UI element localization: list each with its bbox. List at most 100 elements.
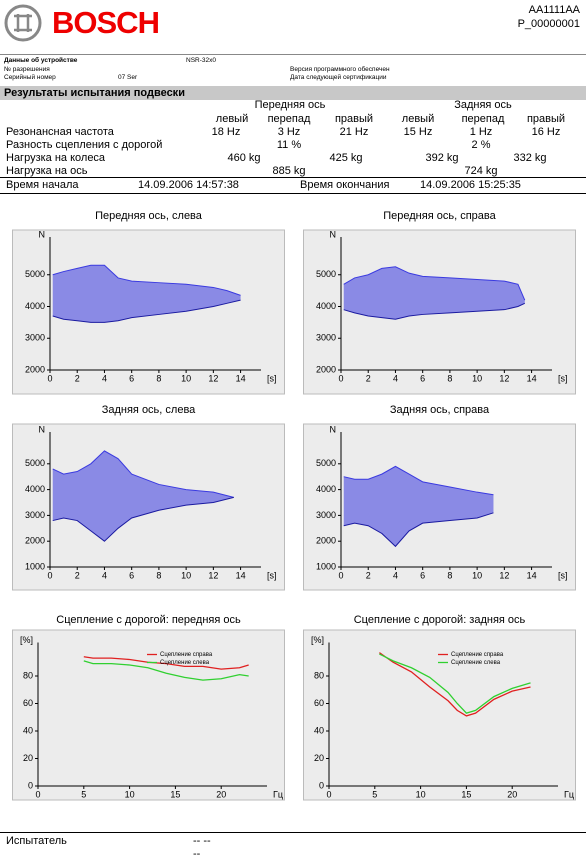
- x-tick-label: 20: [216, 789, 226, 799]
- adhesion-line: [379, 652, 531, 717]
- y-tick-label: 1000: [25, 561, 45, 571]
- x-tick-label: 0: [47, 373, 52, 383]
- legend-label: Сцепление справа: [451, 652, 504, 658]
- chart: Задняя ось, слева 1000 2000 3000 4000 5000 0 2 4…: [12, 404, 285, 591]
- y-tick-label: 0: [319, 780, 324, 790]
- footer-label: Испытатель: [6, 835, 67, 847]
- chart: Сцепление с дорогой: задняя ось 0 20 40 60 80…: [303, 614, 576, 801]
- x-tick-label: 0: [338, 570, 343, 580]
- row-label: Нагрузка на колеса: [6, 152, 106, 164]
- y-tick-label: 0: [28, 780, 33, 790]
- x-tick-label: 15: [461, 789, 471, 799]
- x-axis-label: Гц: [273, 789, 283, 799]
- x-tick-label: 2: [366, 373, 371, 383]
- x-tick-label: 4: [393, 373, 398, 383]
- y-tick-label: 4000: [25, 484, 45, 494]
- plot-panel: [303, 629, 576, 801]
- x-tick-label: 14: [236, 570, 246, 580]
- x-tick-label: 8: [447, 570, 452, 580]
- signal-band: [343, 466, 494, 547]
- x-tick-label: 8: [156, 373, 161, 383]
- cert-label: Дата следующей сертификации: [290, 74, 387, 81]
- row-label: Нагрузка на ось: [6, 165, 88, 177]
- y-tick-label: 2000: [25, 364, 45, 374]
- y-tick-label: 40: [23, 725, 33, 735]
- x-axis-label: [s]: [558, 373, 568, 383]
- y-axis-label: [%]: [311, 635, 324, 645]
- x-tick-label: 4: [102, 373, 107, 383]
- legend-label: Сцепление слева: [160, 660, 210, 666]
- x-tick-label: 14: [527, 570, 537, 580]
- x-tick-label: 0: [35, 789, 40, 799]
- chart-title: Передняя ось, справа: [383, 210, 496, 222]
- x-tick-label: 6: [129, 570, 134, 580]
- y-tick-label: 80: [23, 670, 33, 680]
- column-header: левый: [401, 113, 435, 125]
- y-axis-label: N: [39, 424, 46, 434]
- cell: 332 kg: [513, 152, 547, 164]
- cell: 1 Hz: [469, 126, 493, 138]
- y-tick-label: 5000: [25, 269, 45, 279]
- cell: 18 Hz: [211, 126, 241, 138]
- x-tick-label: 4: [102, 570, 107, 580]
- row-label: Резонансная частота: [6, 126, 114, 138]
- y-tick-label: 60: [23, 698, 33, 708]
- brand-logo: [4, 4, 42, 42]
- y-tick-label: 3000: [316, 510, 336, 520]
- y-tick-label: 20: [314, 753, 324, 763]
- y-tick-label: 1000: [316, 561, 336, 571]
- x-tick-label: 6: [129, 373, 134, 383]
- permit-label: № разрешения: [4, 66, 50, 73]
- x-tick-label: 12: [499, 373, 509, 383]
- signal-envelope: [52, 450, 234, 498]
- x-tick-label: 0: [338, 373, 343, 383]
- adhesion-line: [83, 656, 249, 670]
- chart: Сцепление с дорогой: передняя ось 0 20 40 60…: [12, 614, 285, 801]
- end-time: 14.09.2006 15:25:35: [420, 179, 521, 191]
- chart-title: Сцепление с дорогой: передняя ось: [56, 614, 241, 626]
- axis-header: Задняя ось: [454, 99, 512, 111]
- device-model: NSR-32x0: [186, 57, 216, 64]
- column-header: правый: [334, 113, 374, 125]
- cell: 16 Hz: [531, 126, 561, 138]
- column-header: левый: [215, 113, 249, 125]
- plot-panel: [12, 629, 285, 801]
- cell: 460 kg: [227, 152, 261, 164]
- axis-header: Передняя ось: [254, 99, 326, 111]
- x-tick-label: 12: [208, 373, 218, 383]
- cell: 392 kg: [425, 152, 459, 164]
- protocol: P_00000001: [517, 18, 580, 30]
- x-tick-label: 8: [156, 570, 161, 580]
- cell: 2 %: [471, 139, 491, 151]
- y-tick-label: 4000: [316, 301, 336, 311]
- y-tick-label: 3000: [316, 333, 336, 343]
- x-tick-label: 0: [326, 789, 331, 799]
- y-tick-label: 5000: [316, 269, 336, 279]
- y-axis-label: N: [330, 424, 337, 434]
- signal-envelope: [52, 299, 241, 323]
- x-tick-label: 14: [236, 373, 246, 383]
- y-tick-label: 4000: [316, 484, 336, 494]
- chart-title: Задняя ось, справа: [390, 404, 490, 416]
- y-tick-label: 2000: [25, 536, 45, 546]
- signal-envelope: [52, 264, 241, 296]
- y-tick-label: 2000: [316, 364, 336, 374]
- y-tick-label: 40: [314, 725, 324, 735]
- adhesion-line: [379, 653, 531, 714]
- signal-envelope: [52, 496, 234, 542]
- y-tick-label: 3000: [25, 333, 45, 343]
- signal-envelope: [343, 266, 526, 301]
- x-tick-label: 10: [416, 789, 426, 799]
- y-tick-label: 3000: [25, 510, 45, 520]
- adhesion-line: [83, 660, 249, 681]
- x-tick-label: 5: [81, 789, 86, 799]
- cell: 3 Hz: [277, 126, 301, 138]
- footer-value: --: [193, 848, 201, 860]
- x-tick-label: 10: [181, 570, 191, 580]
- cell: 885 kg: [272, 165, 306, 177]
- signal-envelope: [343, 512, 494, 548]
- x-tick-label: 10: [181, 373, 191, 383]
- y-tick-label: 80: [314, 670, 324, 680]
- x-axis-label: [s]: [558, 570, 568, 580]
